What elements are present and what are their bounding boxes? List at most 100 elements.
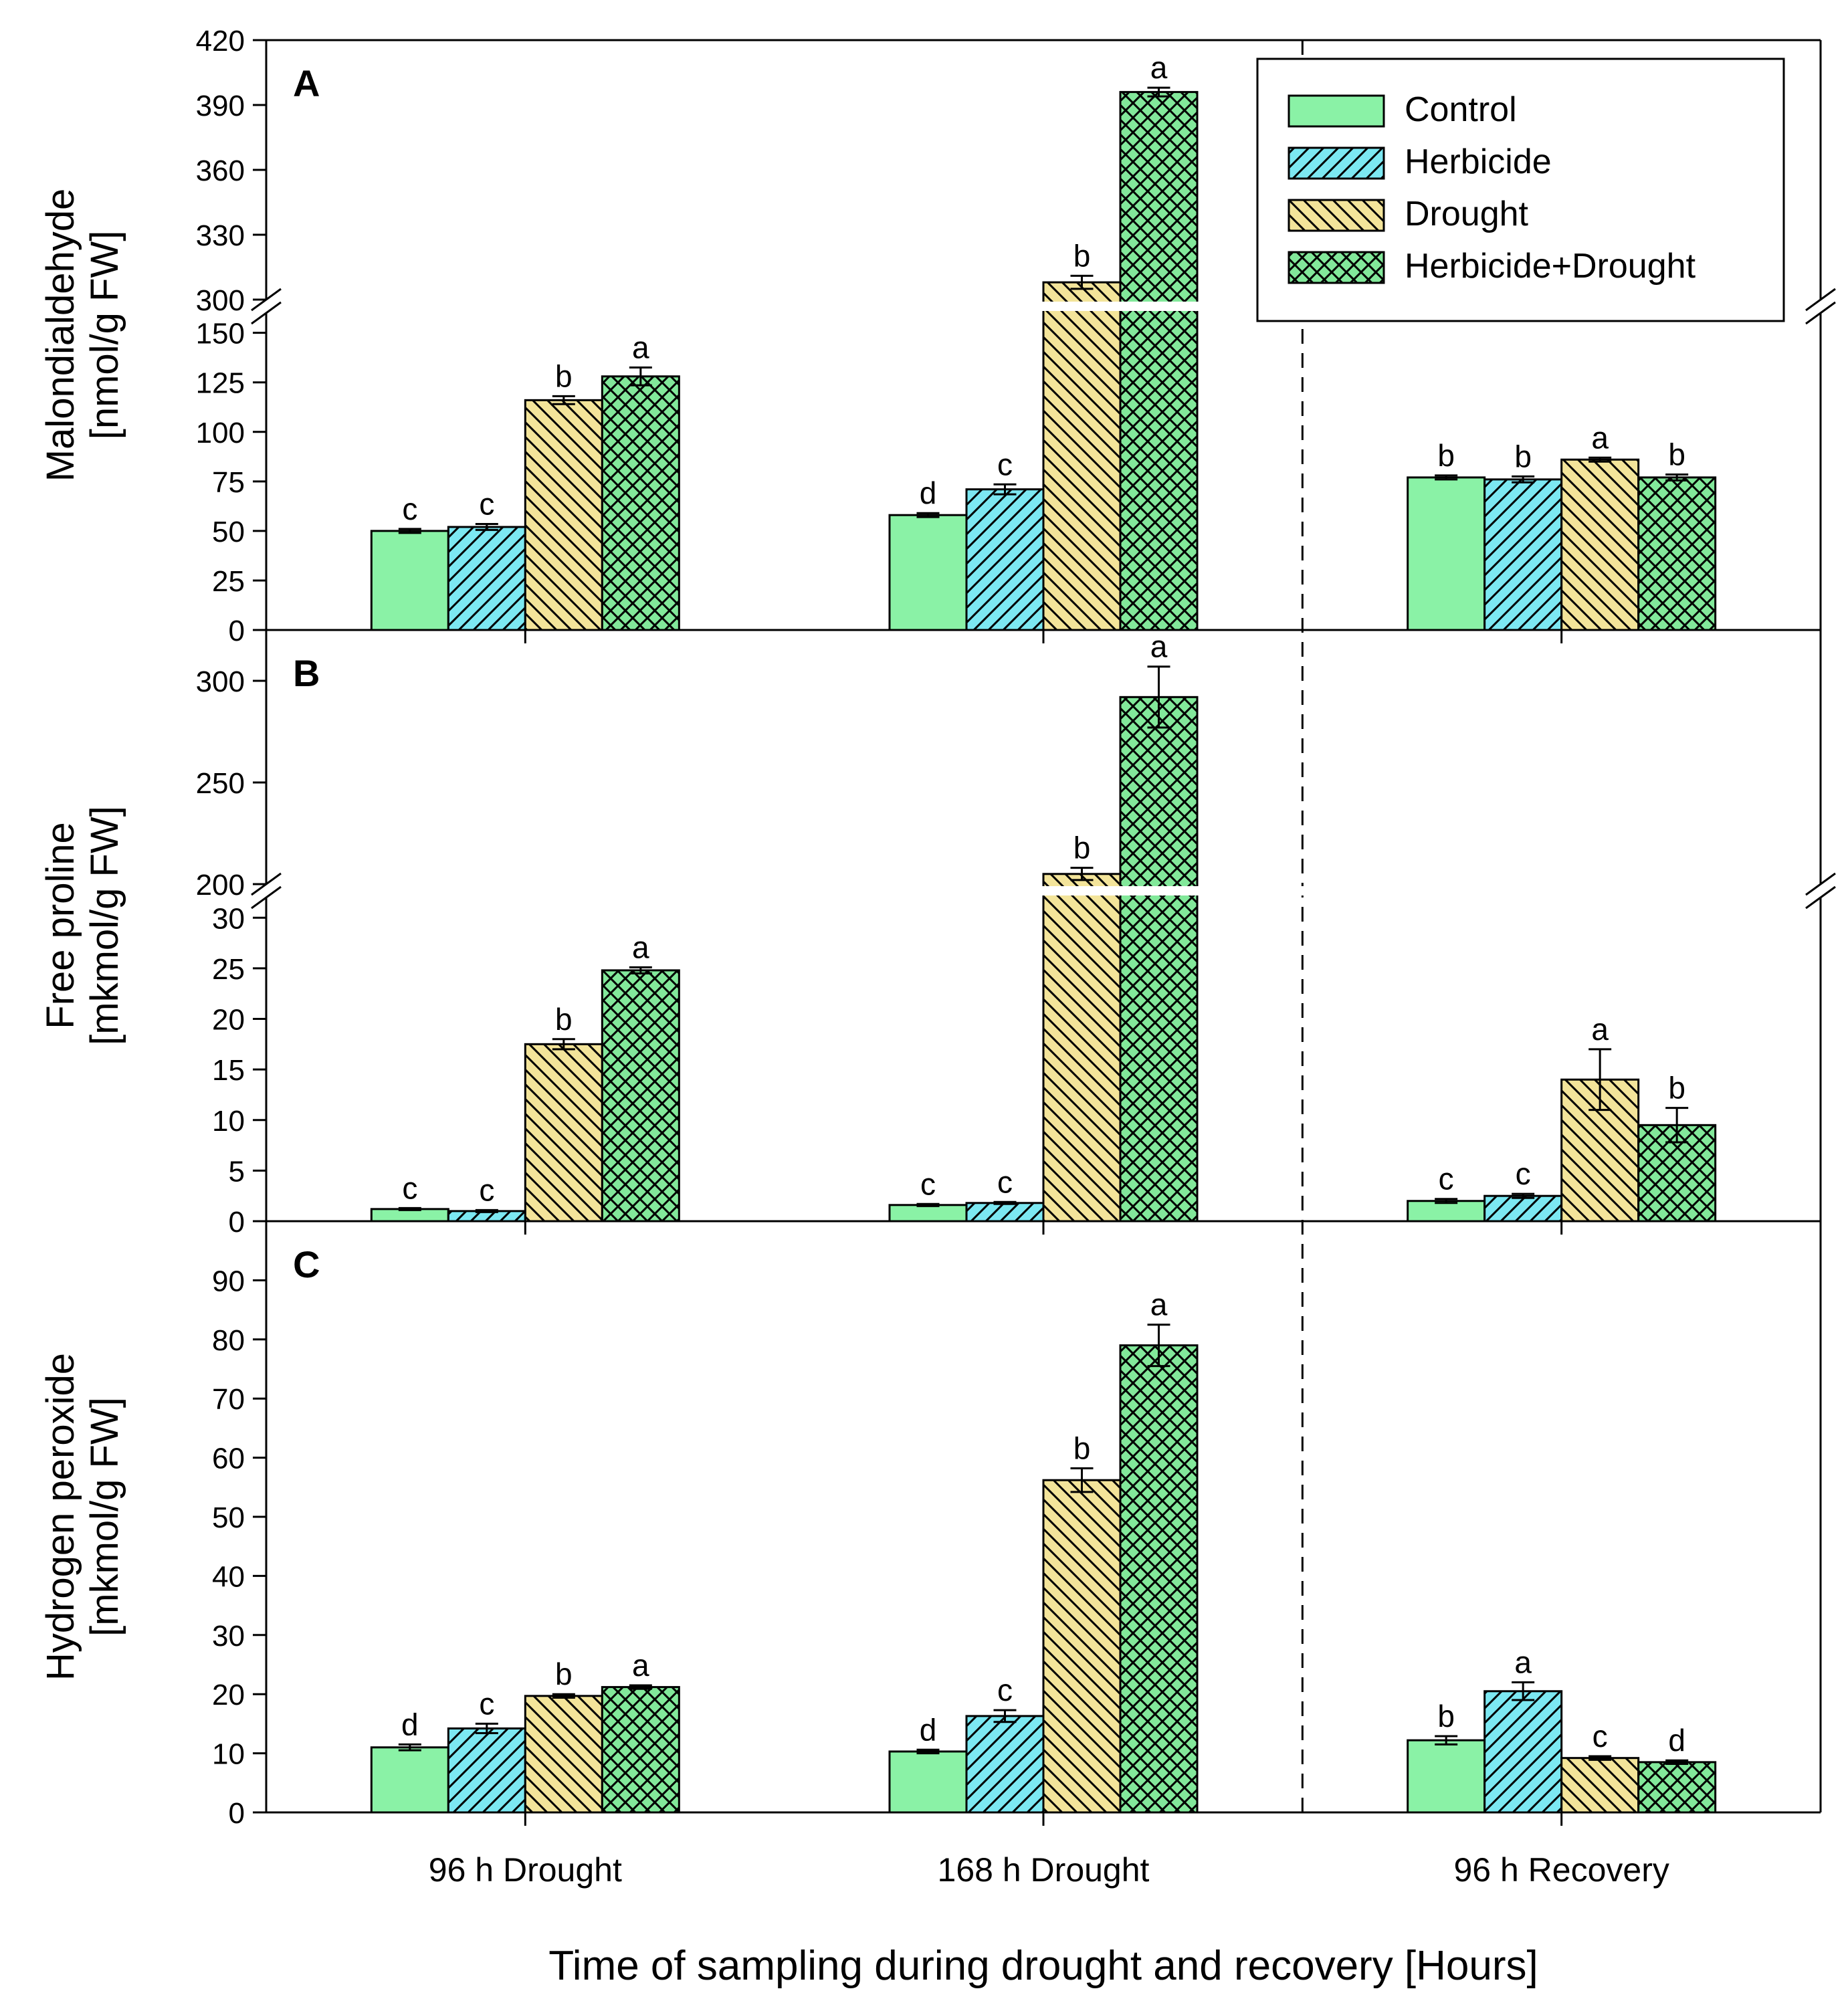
significance-letter: a (632, 930, 649, 964)
bar-a-herbicide-drought-2 (1637, 476, 1717, 631)
significance-letter: b (555, 1657, 573, 1691)
y-tick-label: 390 (196, 90, 245, 122)
y-tick-label: 200 (196, 869, 245, 902)
significance-letter: a (1514, 1645, 1532, 1680)
y-tick-label: 60 (212, 1443, 245, 1475)
y-tick-label: 0 (229, 1797, 245, 1830)
y-tick-label: 50 (212, 516, 245, 548)
y-tick-label: 20 (212, 1004, 245, 1037)
significance-letter: c (920, 1166, 936, 1201)
panel-c: d d b c c a b b c a a d 0 10 20 30 40 50 60 70 80 90 C Hydrogen… (39, 1221, 1822, 1830)
x-axis-title: Time of sampling during drought and reco… (548, 1943, 1538, 1989)
y-tick-label: 0 (229, 615, 245, 647)
y-tick-label: 75 (212, 466, 245, 499)
y-tick-label: 90 (212, 1265, 245, 1297)
y-tick-label: 10 (212, 1105, 245, 1138)
bar-c-herbicide-drought-0 (601, 1686, 680, 1814)
legend: Control Herbicide Drought Herbicide+Drought (1256, 58, 1785, 322)
x-tick-label: 96 h Drought (429, 1851, 622, 1889)
bar-c-herbicide-2 (1483, 1690, 1563, 1814)
y-tick-label: 50 (212, 1501, 245, 1534)
y-tick-label: 250 (196, 767, 245, 800)
x-tick-label: 168 h Drought (938, 1851, 1150, 1889)
significance-letter: c (1593, 1719, 1608, 1754)
significance-letter: c (997, 447, 1013, 482)
y-tick-label: 150 (196, 318, 245, 350)
significance-letter: b (1437, 438, 1455, 473)
significance-letter: c (997, 1164, 1013, 1199)
y-axis-label-line2: [nmol/g FW] (83, 231, 126, 440)
bar-a-control-0 (370, 530, 449, 631)
significance-letter: a (1150, 1287, 1168, 1322)
axis-break-mark (1805, 885, 1836, 910)
legend-swatch-drought (1288, 199, 1385, 232)
y-tick-label: 360 (196, 154, 245, 187)
axis-break-mark (1805, 288, 1836, 312)
significance-letter: a (1591, 1012, 1609, 1047)
significance-letter: b (555, 358, 573, 393)
y-tick-label: 15 (212, 1054, 245, 1087)
y-tick-label: 20 (212, 1679, 245, 1711)
significance-letter: b (555, 1002, 573, 1037)
y-tick-label: 300 (196, 665, 245, 698)
y-tick-label: 100 (196, 417, 245, 449)
bar-b-herbicide-drought-0 (601, 969, 680, 1223)
y-axis-label: Malondialdehyde [nmol/g FW] (39, 189, 126, 482)
y-tick-label: 5 (229, 1155, 245, 1188)
legend-label: Herbicide (1405, 142, 1552, 181)
significance-letter: a (632, 1648, 649, 1683)
significance-letter: a (1591, 420, 1609, 455)
bar-a-herbicide-0 (447, 526, 526, 631)
x-tick-label: 96 h Recovery (1453, 1851, 1669, 1889)
significance-letter: a (632, 330, 649, 364)
y-axis-label-line1: Free proline (39, 822, 82, 1029)
legend-swatch-herbicide-drought (1288, 251, 1385, 284)
significance-letter: a (1150, 629, 1168, 664)
y-tick-label: 25 (212, 953, 245, 986)
bar-a-herbicide-1 (965, 488, 1045, 631)
axis-break-mark (1805, 301, 1836, 325)
bar-b-herbicide-2 (1483, 1194, 1563, 1223)
significance-letter: b (1073, 238, 1091, 273)
significance-letter: b (1668, 1071, 1685, 1105)
panel-label: C (293, 1243, 320, 1285)
y-tick-label: 70 (212, 1383, 245, 1416)
bar-c-herbicide-1 (965, 1715, 1045, 1814)
bar-c-herbicide-drought-2 (1637, 1761, 1717, 1814)
significance-letter: b (1073, 1431, 1091, 1466)
bar-c-control-0 (370, 1746, 449, 1814)
significance-letter: d (1668, 1723, 1685, 1758)
y-tick-label: 30 (212, 1620, 245, 1653)
significance-letter: d (920, 476, 937, 510)
y-tick-label: 300 (196, 284, 245, 317)
bar-c-drought-1 (1042, 1479, 1122, 1814)
bar-a-herbicide-drought-1 (1119, 91, 1199, 631)
y-axis-label-line2: [mkmol/g FW] (83, 806, 126, 1045)
legend-swatch-herbicide (1288, 146, 1385, 180)
bar-c-herbicide-drought-1 (1119, 1344, 1199, 1814)
bar-c-control-2 (1407, 1739, 1486, 1814)
significance-letter: a (1150, 50, 1168, 85)
significance-letter: d (920, 1712, 937, 1747)
bar-a-drought-1 (1042, 281, 1122, 631)
significance-letter: b (1668, 437, 1685, 471)
y-axis-label-line2: [mkmol/g FW] (83, 1397, 126, 1637)
bar-b-control-2 (1407, 1200, 1486, 1223)
legend-swatch-control (1288, 94, 1385, 128)
bar-c-control-1 (888, 1750, 968, 1814)
significance-letter: b (1514, 439, 1532, 473)
bar-a-drought-2 (1560, 458, 1640, 631)
legend-label: Drought (1405, 195, 1529, 233)
bar-b-drought-0 (524, 1043, 603, 1223)
y-tick-label: 0 (229, 1206, 245, 1239)
bar-c-herbicide-0 (447, 1727, 526, 1814)
y-tick-label: 420 (196, 25, 245, 58)
y-tick-label: 330 (196, 219, 245, 252)
legend-label: Herbicide+Drought (1405, 247, 1696, 286)
y-axis-label: Free proline [mkmol/g FW] (39, 806, 126, 1045)
bar-a-herbicide-2 (1483, 478, 1563, 631)
y-tick-label: 80 (212, 1324, 245, 1357)
